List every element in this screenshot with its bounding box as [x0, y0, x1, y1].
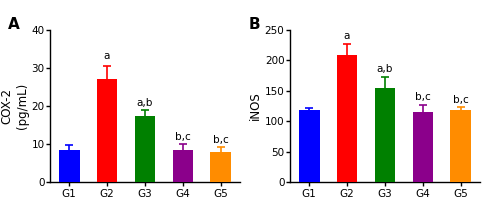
Y-axis label: iNOS: iNOS: [249, 92, 262, 120]
Text: a,b: a,b: [377, 64, 393, 74]
Bar: [210, 152, 232, 182]
Text: b,c: b,c: [213, 135, 229, 145]
Text: b,c: b,c: [415, 92, 431, 102]
Text: a: a: [104, 51, 110, 61]
Bar: [374, 88, 396, 182]
Bar: [412, 112, 434, 182]
Y-axis label: COX-2
(pg/mL): COX-2 (pg/mL): [0, 83, 28, 129]
Bar: [134, 116, 156, 182]
Bar: [58, 150, 80, 182]
Bar: [96, 79, 117, 182]
Bar: [336, 55, 357, 182]
Text: b,c: b,c: [175, 132, 191, 142]
Text: B: B: [248, 17, 260, 32]
Text: a: a: [344, 31, 350, 41]
Text: b,c: b,c: [453, 95, 469, 105]
Text: A: A: [8, 17, 20, 32]
Text: a,b: a,b: [137, 98, 153, 108]
Bar: [298, 110, 320, 182]
Bar: [450, 110, 471, 182]
Bar: [172, 150, 194, 182]
